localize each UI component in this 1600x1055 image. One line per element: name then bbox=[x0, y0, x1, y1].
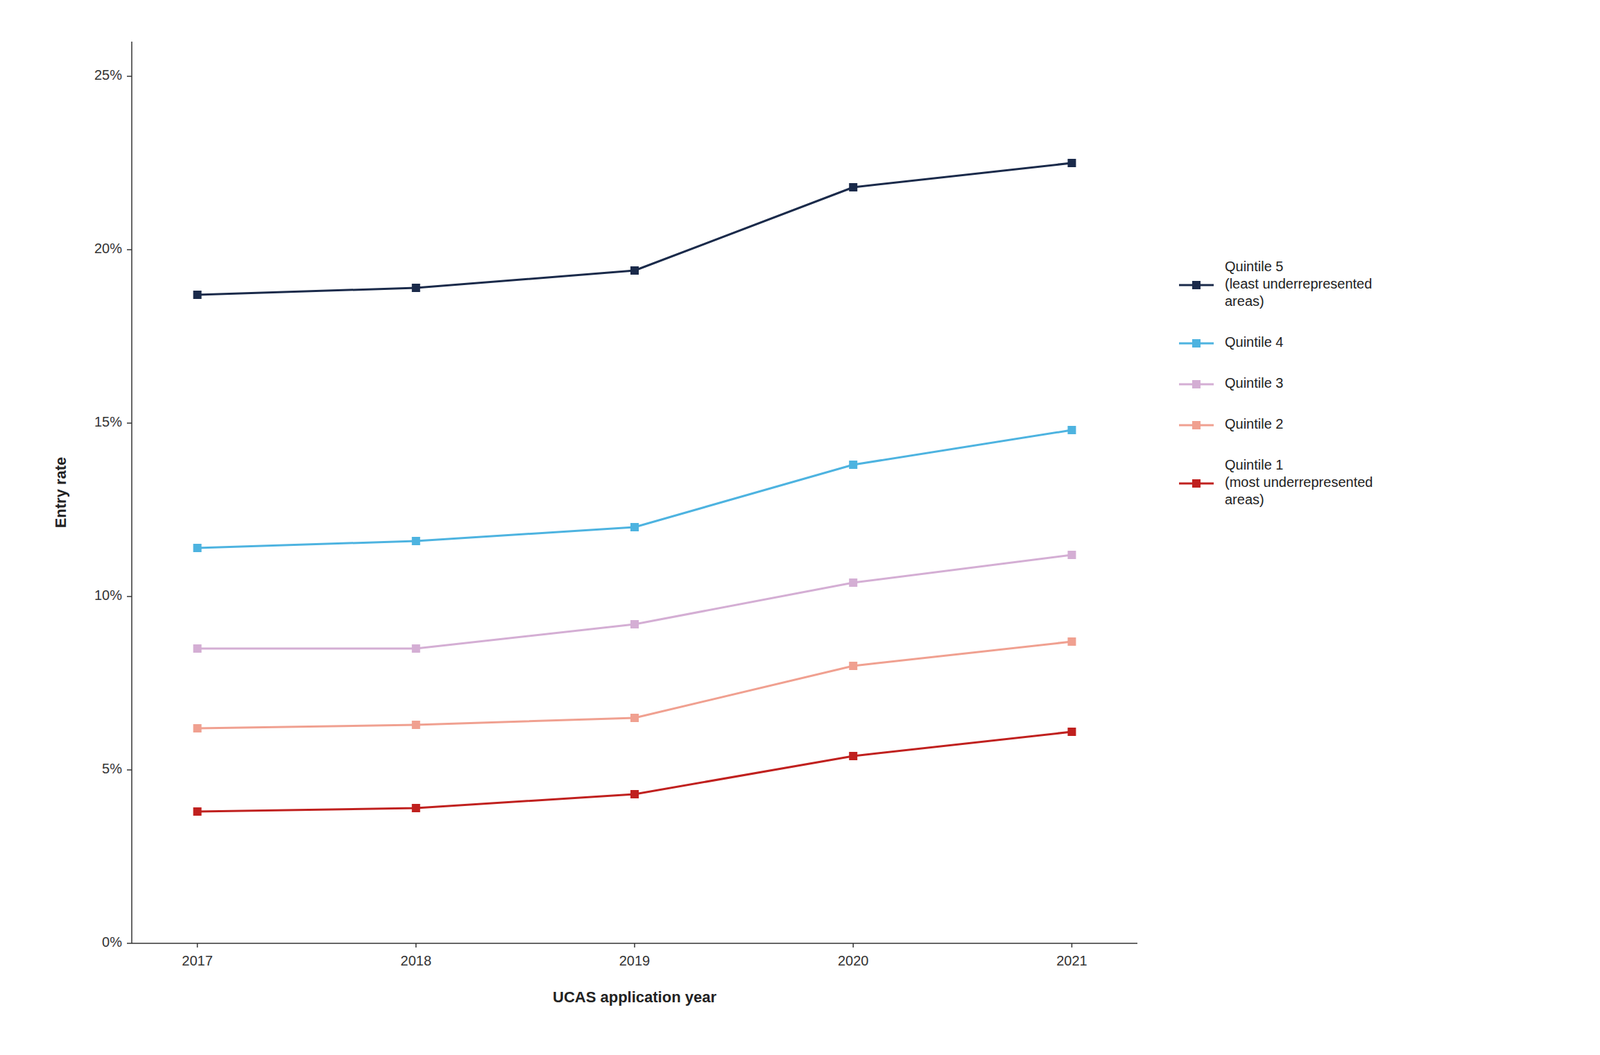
y-tick bbox=[126, 248, 132, 251]
series-line bbox=[197, 162, 1073, 295]
page: {"chart_data": { "type": "line", "xlabel… bbox=[0, 0, 1600, 1055]
series-marker bbox=[411, 644, 421, 653]
x-tick-label: 2021 bbox=[1056, 952, 1088, 969]
background bbox=[0, 0, 1600, 1055]
y-axis-line bbox=[131, 41, 133, 944]
series-marker bbox=[630, 620, 639, 629]
x-tick-label: 2017 bbox=[181, 952, 213, 969]
legend-label-line: Quintile 3 bbox=[1224, 375, 1284, 391]
series-marker bbox=[411, 283, 421, 292]
x-tick bbox=[633, 943, 636, 948]
legend-swatch-marker bbox=[1192, 339, 1201, 348]
series-marker bbox=[630, 522, 639, 532]
plot-area bbox=[193, 158, 1077, 816]
x-tick bbox=[1071, 943, 1073, 948]
legend-label-line: Quintile 1 bbox=[1224, 457, 1284, 473]
x-tick-label: 2020 bbox=[837, 952, 870, 969]
y-tick-label: 15% bbox=[94, 414, 123, 430]
series bbox=[193, 727, 1077, 816]
series-marker bbox=[630, 789, 639, 799]
chart: 0% 5% 10% 15% 20% 25% 2017 2018 2019 2020 2021 UCAS… bbox=[0, 0, 1600, 1055]
legend-label-line: Quintile 4 bbox=[1224, 334, 1284, 350]
series-marker bbox=[848, 183, 858, 192]
legend-swatch-marker bbox=[1192, 479, 1201, 488]
y-tick-label: 10% bbox=[94, 587, 123, 603]
y-tick bbox=[126, 942, 132, 944]
legend-label-line: (least underrepresented bbox=[1224, 276, 1372, 292]
series-line bbox=[197, 731, 1073, 812]
series-marker bbox=[193, 290, 202, 299]
series bbox=[193, 637, 1077, 733]
series-marker bbox=[1067, 425, 1076, 435]
series-marker bbox=[1067, 550, 1076, 559]
x-tick-label: 2019 bbox=[619, 952, 651, 969]
y-axis-label: Entry rate bbox=[52, 457, 70, 529]
y-tick bbox=[126, 769, 132, 771]
legend-label: Quintile 2 bbox=[1224, 416, 1284, 432]
series-marker bbox=[193, 807, 202, 816]
legend-swatch-marker bbox=[1192, 280, 1201, 290]
legend-label-line: areas) bbox=[1224, 293, 1265, 309]
series-marker bbox=[193, 724, 202, 733]
legend-label-line: (most underrepresented bbox=[1224, 474, 1373, 490]
legend-swatch-marker bbox=[1192, 420, 1201, 430]
axes: 0% 5% 10% 15% 20% 25% 2017 2018 2019 2020 2021 bbox=[94, 41, 1138, 969]
series-line bbox=[197, 641, 1073, 729]
series-marker bbox=[848, 460, 858, 469]
y-tick bbox=[126, 75, 132, 77]
series-marker bbox=[1067, 637, 1076, 646]
legend-label: Quintile 5 (least underrepresentedareas) bbox=[1224, 258, 1372, 309]
legend-label: Quintile 4 bbox=[1224, 334, 1284, 350]
series-marker bbox=[193, 644, 202, 653]
series-line bbox=[197, 554, 1073, 649]
y-tick-label: 5% bbox=[101, 760, 123, 777]
series-marker bbox=[1067, 158, 1076, 168]
series-marker bbox=[411, 720, 421, 729]
x-tick-label: 2018 bbox=[400, 952, 433, 969]
series-marker bbox=[848, 751, 858, 761]
x-tick bbox=[196, 943, 199, 948]
series-marker bbox=[411, 803, 421, 813]
y-tick-label: 25% bbox=[94, 67, 123, 83]
series-marker bbox=[630, 713, 639, 722]
series-marker bbox=[848, 578, 858, 587]
series-marker bbox=[630, 266, 639, 275]
legend-label: Quintile 1(most underrepresentedareas) bbox=[1224, 457, 1373, 507]
y-tick bbox=[126, 595, 132, 598]
series-marker bbox=[411, 536, 421, 546]
series bbox=[193, 425, 1077, 553]
legend-label-line: areas) bbox=[1224, 491, 1265, 507]
x-axis-label: UCAS application year bbox=[552, 988, 717, 1006]
legend-label: Quintile 3 bbox=[1224, 375, 1284, 391]
x-tick bbox=[415, 943, 417, 948]
series-marker bbox=[193, 543, 202, 553]
series bbox=[193, 158, 1077, 299]
x-tick bbox=[852, 943, 854, 948]
legend: Quintile 5(least underrepresentedareas)Q… bbox=[1179, 258, 1373, 507]
y-tick-label: 0% bbox=[101, 934, 123, 950]
y-tick-label: 20% bbox=[94, 240, 123, 256]
series-marker bbox=[1067, 727, 1076, 736]
legend-swatch-marker bbox=[1192, 380, 1201, 389]
y-tick bbox=[126, 422, 132, 424]
series bbox=[193, 550, 1077, 653]
series-line bbox=[197, 429, 1073, 548]
legend-label-line: Quintile 5 bbox=[1224, 258, 1284, 274]
legend-label-line: Quintile 2 bbox=[1224, 416, 1284, 432]
series-marker bbox=[848, 661, 858, 670]
